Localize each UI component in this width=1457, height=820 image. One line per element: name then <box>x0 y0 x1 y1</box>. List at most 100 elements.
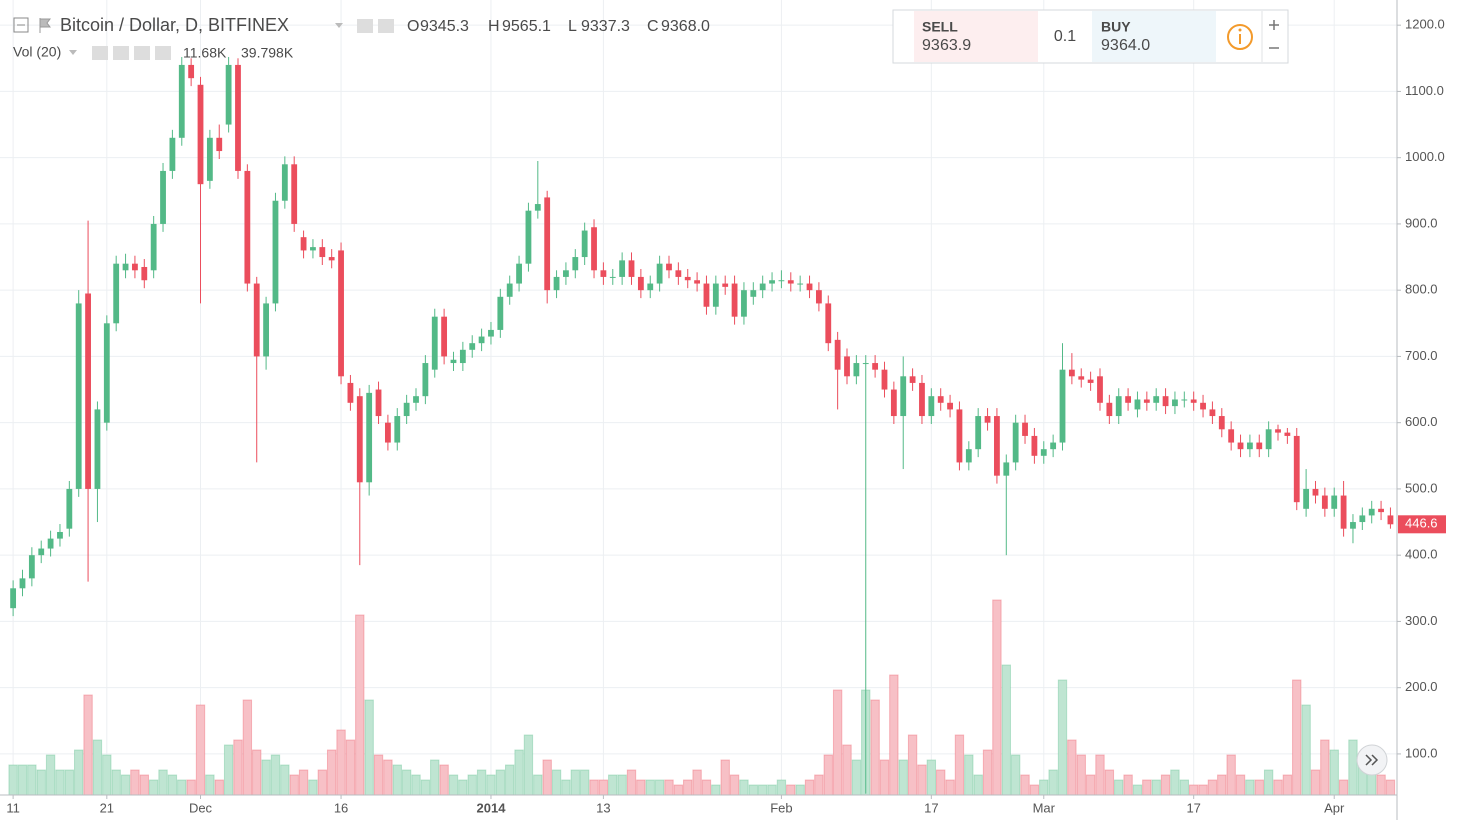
volume-bar <box>964 754 974 796</box>
info-icon-dot <box>1238 28 1242 32</box>
candle-body <box>94 409 101 489</box>
settings-icon[interactable] <box>378 19 394 33</box>
remove-icon[interactable] <box>155 46 171 60</box>
volume-bar <box>373 754 384 796</box>
candle-body <box>825 303 832 344</box>
volume-bar <box>1114 779 1124 796</box>
volume-bar <box>92 739 103 796</box>
candle-body <box>694 280 700 284</box>
volume-bar <box>673 784 684 796</box>
volume-bar <box>148 779 159 796</box>
volume-bar <box>889 674 899 796</box>
candle-body <box>310 247 316 251</box>
candle-body <box>928 396 935 417</box>
volume-bar <box>64 769 75 796</box>
candle-body <box>534 204 541 211</box>
candle-body <box>797 283 804 285</box>
candle-body <box>235 64 241 171</box>
volume-bar <box>664 779 674 796</box>
volume-bar <box>1310 769 1321 796</box>
candle-body <box>1040 449 1047 456</box>
candle-body <box>872 363 879 370</box>
volume-bar <box>430 759 440 796</box>
volume-bar <box>739 779 749 796</box>
candle-body <box>1087 379 1094 383</box>
volume-bar <box>83 694 93 796</box>
candle-body <box>750 290 757 297</box>
candle-body <box>984 416 991 423</box>
volume-bar <box>205 774 215 796</box>
candle-body <box>834 339 841 370</box>
quantity[interactable]: 0.1 <box>1054 28 1076 45</box>
candle-body <box>1181 399 1188 401</box>
plus-button[interactable] <box>1269 20 1279 30</box>
candle-body <box>1022 422 1028 436</box>
buy-button[interactable] <box>1092 11 1216 62</box>
candle-layer <box>10 56 1394 794</box>
volume-bar <box>1160 774 1171 796</box>
volume-bar <box>270 754 281 796</box>
candle-body <box>563 270 569 277</box>
volume-bar <box>120 774 131 796</box>
candle-body <box>347 382 354 403</box>
eye-icon[interactable] <box>92 46 108 60</box>
candle-body <box>450 359 457 364</box>
x-tick-label: 2014 <box>477 800 507 815</box>
sell-button[interactable] <box>914 11 1038 62</box>
candle-body <box>1106 402 1113 417</box>
candle-body <box>684 276 691 281</box>
y-tick-label: 100.0 <box>1405 745 1438 760</box>
eye-icon[interactable] <box>357 19 373 33</box>
candle-body <box>38 548 45 556</box>
volume-bar <box>533 774 543 796</box>
candle-body <box>506 283 513 297</box>
candle-body <box>253 283 260 357</box>
settings-icon[interactable] <box>113 46 129 60</box>
volume-bar <box>701 779 712 796</box>
volume-bar <box>195 704 206 796</box>
sell-label: SELL <box>922 19 958 35</box>
volume-bar <box>355 614 365 796</box>
volume-bar <box>1245 779 1255 796</box>
candle-body <box>1200 402 1206 410</box>
candle-body <box>1153 396 1160 403</box>
volume-bar <box>8 764 18 796</box>
volume-bar <box>832 689 843 796</box>
candle-body <box>553 276 560 291</box>
volume-bar <box>982 749 993 796</box>
candle-body <box>1134 399 1141 410</box>
ohlc-value: 9368.0 <box>661 18 710 35</box>
candle-body <box>394 416 401 443</box>
volume-bar <box>158 769 168 796</box>
x-tick-label: 11 <box>6 800 20 815</box>
volume-bar <box>1001 664 1011 796</box>
volume-bar <box>645 779 655 796</box>
x-tick-label: Mar <box>1033 800 1056 815</box>
add-icon[interactable] <box>134 46 150 60</box>
collapse-icon[interactable] <box>13 17 29 33</box>
candle-body <box>1012 422 1019 463</box>
flag-icon[interactable] <box>39 18 51 33</box>
volume-bar <box>767 784 777 796</box>
candle-body <box>291 164 298 224</box>
volume-bar <box>598 779 609 796</box>
candle-body <box>188 64 195 79</box>
volume-bar <box>523 734 534 796</box>
volume-bar <box>345 739 356 796</box>
volume-bar <box>1376 774 1386 796</box>
candle-body <box>544 197 551 291</box>
volume-bar <box>870 699 880 796</box>
candle-body <box>1340 495 1347 529</box>
volume-bar <box>907 734 918 796</box>
volume-bar <box>1010 754 1021 796</box>
candle-body <box>1246 442 1253 450</box>
info-icon[interactable] <box>1227 24 1253 50</box>
dropdown-arrow[interactable] <box>69 50 77 55</box>
candle-body <box>853 363 860 377</box>
candle-body <box>1387 515 1394 525</box>
candle-body <box>909 376 916 383</box>
x-tick-label: 16 <box>334 800 348 815</box>
candle-body <box>778 280 785 282</box>
dropdown-arrow[interactable] <box>335 23 343 28</box>
